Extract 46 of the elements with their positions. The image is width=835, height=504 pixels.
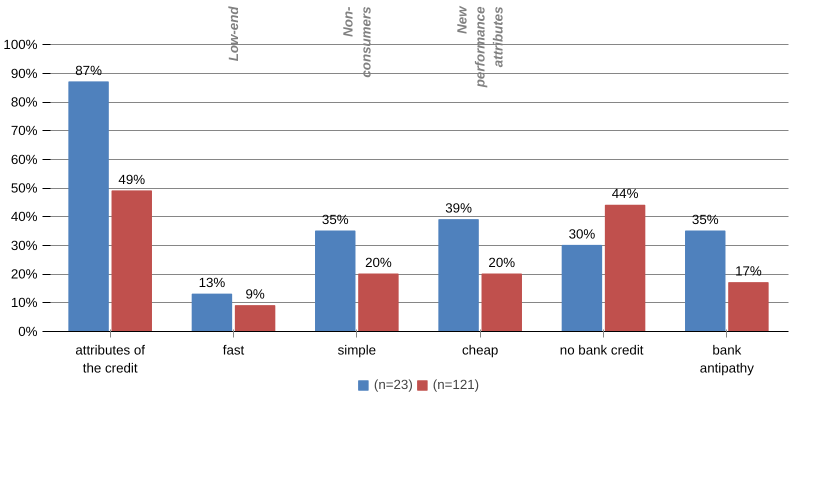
legend-label: (n=23) — [374, 377, 413, 392]
x-tick-label: bank antipathy — [700, 342, 754, 376]
y-tick-label: 70% — [10, 123, 38, 138]
bar — [482, 274, 522, 332]
annotation: New performance attributes — [454, 4, 506, 88]
y-tick-label: 100% — [3, 37, 38, 52]
data-label: 13% — [198, 275, 226, 290]
annotation: Non- consumers — [340, 6, 374, 78]
bar — [358, 274, 399, 332]
data-label: 44% — [612, 186, 639, 202]
y-tick-label: 60% — [10, 152, 38, 167]
data-label: 20% — [365, 255, 392, 270]
data-label: 39% — [445, 200, 472, 216]
bar — [234, 305, 276, 332]
bar — [315, 230, 356, 332]
bar — [728, 282, 769, 332]
bar — [192, 294, 232, 332]
y-tick-label: 30% — [10, 238, 38, 253]
data-label: 35% — [322, 212, 349, 228]
bar — [112, 190, 152, 332]
x-tick-label: attributes of the credit — [75, 342, 146, 376]
bar — [562, 244, 602, 332]
x-tick-label: simple — [338, 342, 376, 358]
data-label: 49% — [118, 172, 146, 187]
bar — [604, 204, 646, 332]
x-tick-label: no bank credit — [560, 342, 644, 358]
data-label: 30% — [568, 226, 596, 242]
y-tick-label: 50% — [10, 180, 38, 196]
y-tick-label: 80% — [10, 94, 38, 110]
x-tick-label: cheap — [462, 342, 498, 358]
legend-label: (n=121) — [432, 377, 480, 392]
x-tick-label: fast — [222, 342, 245, 358]
data-label: 87% — [75, 62, 102, 78]
data-label: 35% — [692, 212, 719, 228]
y-tick-label: 10% — [10, 295, 38, 310]
bar — [438, 219, 479, 332]
bar — [68, 81, 109, 332]
data-label: 20% — [488, 255, 516, 270]
data-label: 9% — [245, 286, 265, 302]
y-tick-label: 0% — [18, 324, 38, 339]
annotation: Low-end — [226, 6, 241, 62]
y-tick-label: 40% — [10, 209, 38, 224]
data-label: 17% — [735, 264, 762, 279]
y-tick-label: 90% — [10, 66, 38, 81]
bar — [685, 230, 726, 332]
y-tick-label: 20% — [10, 266, 38, 282]
